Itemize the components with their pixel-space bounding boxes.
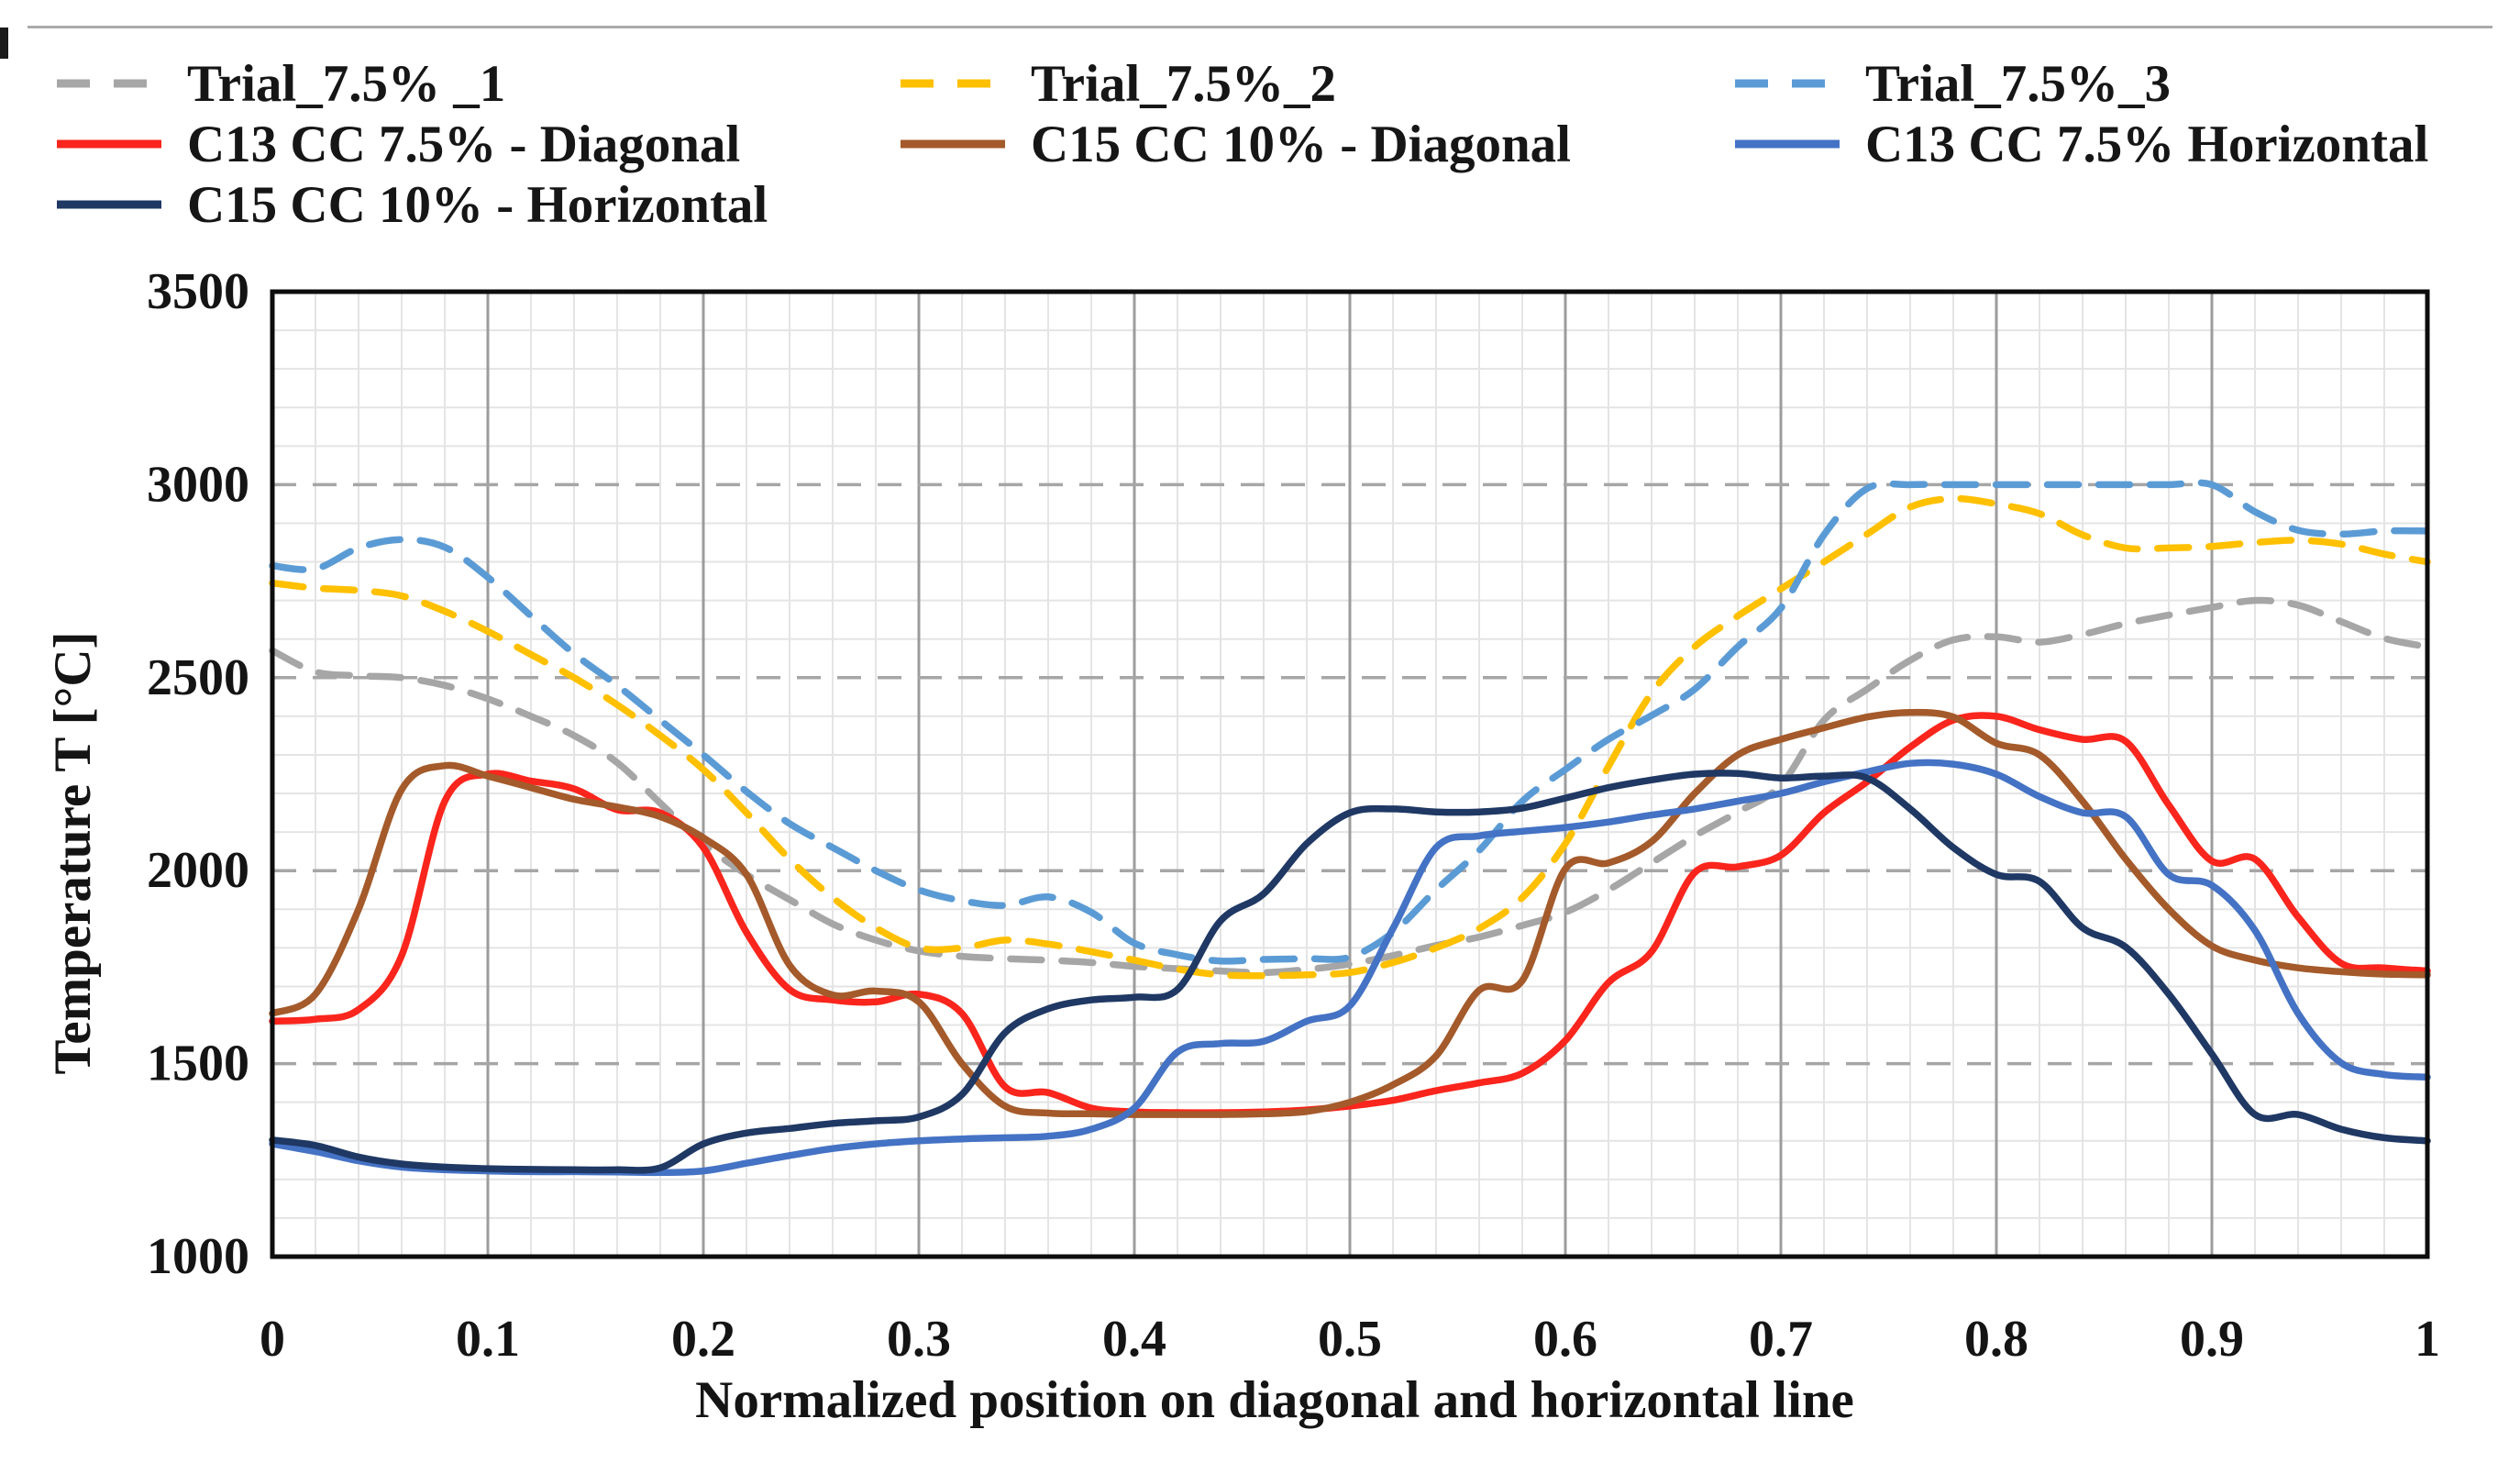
series-line-c15-horizontal	[269, 770, 2431, 1174]
legend-item-trial-2: Trial_7.5%_2	[899, 51, 1336, 116]
y-tick-label: 3500	[147, 263, 249, 320]
x-tick-label: 0.9	[2180, 1311, 2244, 1368]
x-tick-label: 0.2	[671, 1311, 735, 1368]
y-tick-label: 2000	[147, 842, 249, 899]
series-line-trial-2	[269, 494, 2431, 980]
x-tick-label: 0.1	[456, 1311, 520, 1368]
series-line-trial-3	[269, 479, 2431, 965]
legend-label-c13-diagonal: C13 CC 7.5% - Diagonal	[187, 115, 741, 173]
legend-swatch-c13-horizontal-icon	[1735, 139, 1840, 149]
figure-top-rule	[28, 26, 2492, 28]
legend-item-trial-3: Trial_7.5%_3	[1733, 51, 2171, 116]
legend-swatch-c15-diagonal-icon	[901, 139, 1005, 149]
legend-swatch-trial-2-icon	[901, 79, 1005, 88]
y-tick-label: 2500	[147, 649, 249, 706]
legend-label-c15-horizontal: C15 CC 10% - Horizontal	[187, 175, 768, 234]
x-tick-label: 0.4	[1102, 1311, 1166, 1368]
x-tick-label: 1	[2415, 1311, 2440, 1368]
y-tick-label: 1500	[147, 1036, 249, 1092]
series-line-trial-1	[269, 596, 2431, 977]
y-axis-title: Temperature T [°C]	[44, 631, 102, 1075]
x-axis-title: Normalized position on diagonal and hori…	[695, 1371, 1854, 1429]
legend-label-trial-1: Trial_7.5% _1	[187, 54, 506, 113]
x-tick-label: 0	[260, 1311, 285, 1368]
y-tick-label: 3000	[147, 456, 249, 513]
legend-label-c13-horizontal: C13 CC 7.5% Horizontal	[1865, 115, 2429, 173]
legend-item-c15-horizontal: C15 CC 10% - Horizontal	[55, 172, 768, 237]
y-tick-label: 1000	[147, 1228, 249, 1285]
legend-swatch-trial-3-icon	[1735, 79, 1840, 88]
legend-item-c15-diagonal: C15 CC 10% - Diagonal	[899, 112, 1571, 176]
x-tick-label: 0.5	[1318, 1311, 1382, 1368]
x-tick-label: 0.7	[1749, 1311, 1813, 1368]
legend-swatch-trial-1-icon	[57, 79, 161, 88]
x-tick-label: 0.6	[1533, 1311, 1597, 1368]
legend-label-trial-3: Trial_7.5%_3	[1865, 54, 2172, 113]
plot-border	[270, 289, 2430, 1259]
x-tick-label: 0.8	[1964, 1311, 2028, 1368]
page-edge-mark	[0, 28, 8, 59]
x-tick-label: 0.3	[887, 1311, 951, 1368]
series-line-c15-diagonal	[269, 708, 2431, 1118]
legend-swatch-c15-horizontal-icon	[57, 200, 161, 209]
legend-label-trial-2: Trial_7.5%_2	[1031, 54, 1337, 113]
legend-item-trial-1: Trial_7.5% _1	[55, 51, 505, 116]
legend-item-c13-horizontal: C13 CC 7.5% Horizontal	[1733, 112, 2428, 176]
legend-item-c13-diagonal: C13 CC 7.5% - Diagonal	[55, 112, 740, 176]
legend-label-c15-diagonal: C15 CC 10% - Diagonal	[1031, 115, 1572, 173]
legend-swatch-c13-diagonal-icon	[57, 139, 161, 149]
